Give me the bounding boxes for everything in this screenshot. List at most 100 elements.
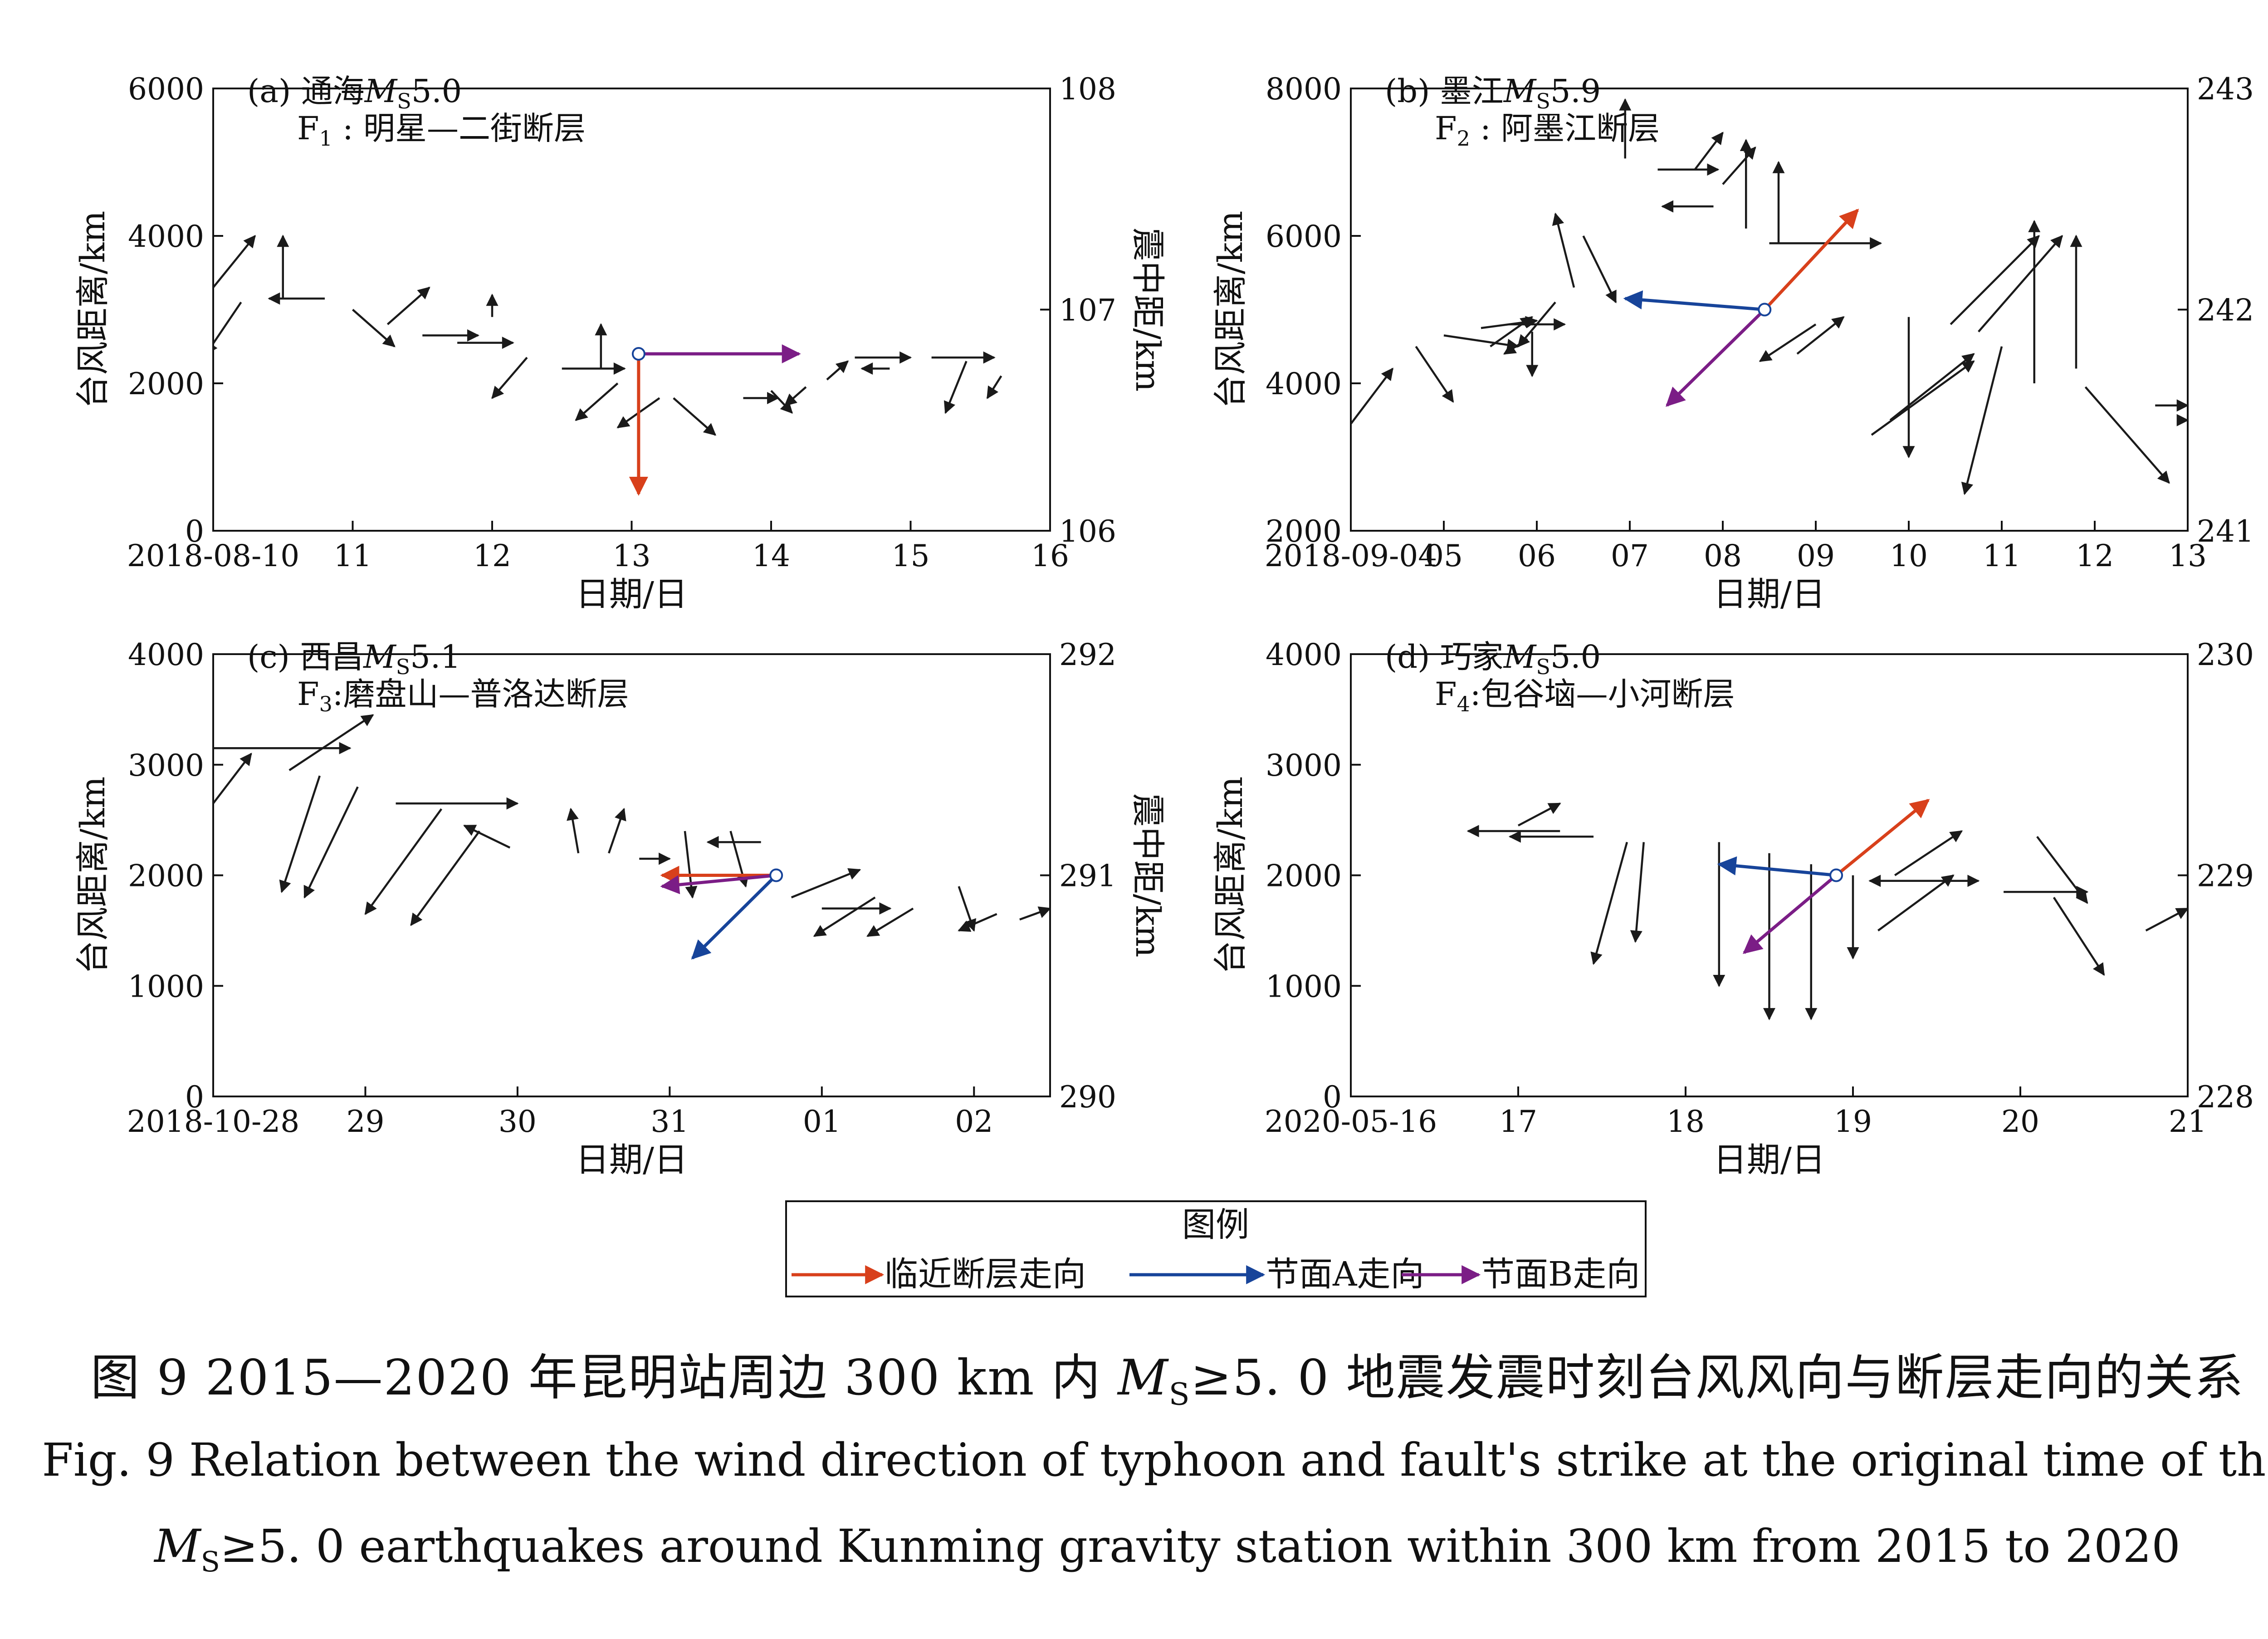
x-tick-label: 2018-09-04 bbox=[1265, 538, 1437, 573]
fault-subscript: 1 bbox=[319, 126, 332, 151]
chart-panel-a: 2018-08-10 11 12 13 14 15 16 0 2000 4000 6000 106 10… bbox=[73, 72, 1167, 614]
earthquake-origin-marker bbox=[631, 347, 645, 361]
y-tick-label: 1000 bbox=[1266, 969, 1342, 1004]
fault-symbol: F bbox=[1435, 675, 1457, 713]
x-axis-label: 日期/日 bbox=[576, 575, 688, 614]
y2-axis-label: 震中距/km bbox=[1128, 793, 1167, 958]
wind-direction-arrow bbox=[386, 286, 430, 325]
x-tick-label: 16 bbox=[1031, 538, 1069, 573]
y2-tick-label: 106 bbox=[1059, 514, 1116, 549]
panel-title-mag: 5.0 bbox=[411, 73, 462, 110]
nodal-plane-b-arrow bbox=[1742, 874, 1838, 954]
chart-panel-d: 2020-05-16 17 18 19 20 21 0 1000 2000 3000 4000 228… bbox=[1211, 637, 2268, 1179]
arrow-layer bbox=[1351, 98, 2188, 495]
wind-direction-arrow bbox=[1582, 235, 1617, 303]
y2-tick-label: 290 bbox=[1059, 1080, 1116, 1115]
y-tick-label: 3000 bbox=[1266, 748, 1342, 783]
y-tick-label: 4000 bbox=[128, 219, 204, 254]
wind-direction-arrow bbox=[784, 386, 807, 406]
wind-direction-arrow bbox=[279, 775, 321, 893]
fault-symbol: F bbox=[297, 110, 319, 147]
panel-title-m: M bbox=[1503, 73, 1537, 110]
wind-direction-arrow bbox=[1796, 316, 1845, 355]
y2-tick-label: 292 bbox=[1059, 637, 1116, 672]
y-tick-label: 3000 bbox=[128, 748, 204, 783]
panel-title-m: M bbox=[362, 638, 397, 675]
x-tick-label: 21 bbox=[2169, 1104, 2207, 1139]
x-tick-label: 14 bbox=[752, 538, 790, 573]
wind-direction-arrow bbox=[1950, 235, 2040, 325]
nodal-plane-a-arrow bbox=[691, 874, 777, 960]
y2-tick-label: 243 bbox=[2197, 72, 2254, 107]
fault-name: : 阿墨江断层 bbox=[1470, 110, 1660, 147]
wind-direction-arrow bbox=[491, 357, 528, 399]
y2-axis-label: 震中距/km bbox=[2266, 228, 2268, 392]
earthquake-origin-marker bbox=[1758, 303, 1772, 317]
y-axis-label: 台风距离/km bbox=[73, 777, 112, 974]
y-tick-label: 2000 bbox=[1266, 859, 1342, 894]
panel-title-prefix: (b) 墨江 bbox=[1385, 73, 1504, 110]
wind-direction-arrow bbox=[826, 360, 849, 381]
nearby-fault-strike-arrow bbox=[1763, 209, 1859, 311]
wind-direction-arrow bbox=[2145, 907, 2188, 932]
wind-direction-arrow bbox=[2084, 386, 2170, 484]
x-tick-label: 10 bbox=[1890, 538, 1928, 573]
x-axis-label: 日期/日 bbox=[576, 1140, 688, 1179]
wind-direction-arrow bbox=[1722, 146, 1756, 185]
legend-label-2: 节面A走向 bbox=[1266, 1255, 1424, 1294]
wind-direction-arrow bbox=[958, 913, 997, 932]
earthquake-origin-marker bbox=[1829, 868, 1843, 882]
y2-tick-label: 228 bbox=[2197, 1080, 2254, 1115]
wind-direction-arrow bbox=[1517, 802, 1561, 827]
y2-tick-label: 108 bbox=[1059, 72, 1116, 107]
fault-label: F1 : 明星—二街断层 bbox=[297, 110, 586, 151]
panel-title-sub: S bbox=[1536, 89, 1550, 113]
x-tick-label: 02 bbox=[955, 1104, 993, 1139]
earthquake-origin-marker bbox=[769, 868, 783, 882]
y-tick-label: 2000 bbox=[128, 367, 204, 401]
wind-direction-arrow bbox=[1503, 338, 1528, 355]
x-tick-label: 2018-08-10 bbox=[127, 538, 300, 573]
x-tick-label: 13 bbox=[2169, 538, 2207, 573]
x-tick-label: 12 bbox=[2076, 538, 2114, 573]
wind-direction-arrow bbox=[1759, 323, 1817, 362]
y-tick-label: 2000 bbox=[128, 859, 204, 894]
x-tick-label: 05 bbox=[1425, 538, 1463, 573]
panel-title: (d) 巧家MS5.0 bbox=[1385, 638, 1601, 679]
panel-title: (a) 通海MS5.0 bbox=[247, 73, 462, 113]
panel-title-sub: S bbox=[1536, 655, 1550, 679]
wind-direction-arrow bbox=[1871, 360, 1975, 436]
wind-direction-arrow bbox=[2036, 836, 2088, 904]
panel-title: (c) 西昌MS5.1 bbox=[247, 638, 461, 679]
wind-direction-arrow bbox=[1894, 830, 1963, 876]
wind-direction-arrow bbox=[943, 361, 968, 414]
legend-title: 图例 bbox=[1182, 1205, 1249, 1244]
panel-title-m: M bbox=[1503, 638, 1537, 675]
wind-direction-arrow bbox=[1415, 346, 1454, 403]
wind-direction-arrow bbox=[1443, 334, 1520, 351]
panel-title-mag: 5.0 bbox=[1550, 638, 1601, 675]
wind-direction-arrow bbox=[410, 830, 480, 926]
x-tick-label: 19 bbox=[1834, 1104, 1872, 1139]
caption-english-line2: MS≥5. 0 earthquakes around Kunming gravi… bbox=[154, 1520, 2180, 1578]
wind-direction-arrow bbox=[213, 235, 256, 289]
panel-title-prefix: (d) 巧家 bbox=[1385, 638, 1504, 675]
wind-direction-arrow bbox=[1961, 346, 2003, 495]
panel-title: (b) 墨江MS5.9 bbox=[1385, 73, 1601, 113]
wind-direction-arrow bbox=[1490, 316, 1533, 347]
panel-title-prefix: (a) 通海 bbox=[247, 73, 365, 110]
fault-name: :包谷垴—小河断层 bbox=[1470, 675, 1735, 713]
wind-direction-arrow bbox=[1877, 874, 1955, 932]
nodal-plane-a-arrow bbox=[1623, 290, 1765, 311]
x-tick-label: 12 bbox=[473, 538, 511, 573]
wind-direction-arrow bbox=[1590, 842, 1628, 965]
wind-direction-arrow bbox=[986, 375, 1002, 399]
arrow-layer bbox=[213, 714, 1050, 960]
wind-direction-arrow bbox=[770, 390, 793, 414]
panel-title-sub: S bbox=[396, 655, 411, 679]
fault-subscript: 3 bbox=[319, 692, 332, 716]
fault-label: F2 : 阿墨江断层 bbox=[1435, 110, 1660, 151]
x-axis-label: 日期/日 bbox=[1713, 575, 1825, 614]
arrow-layer bbox=[213, 235, 1002, 496]
